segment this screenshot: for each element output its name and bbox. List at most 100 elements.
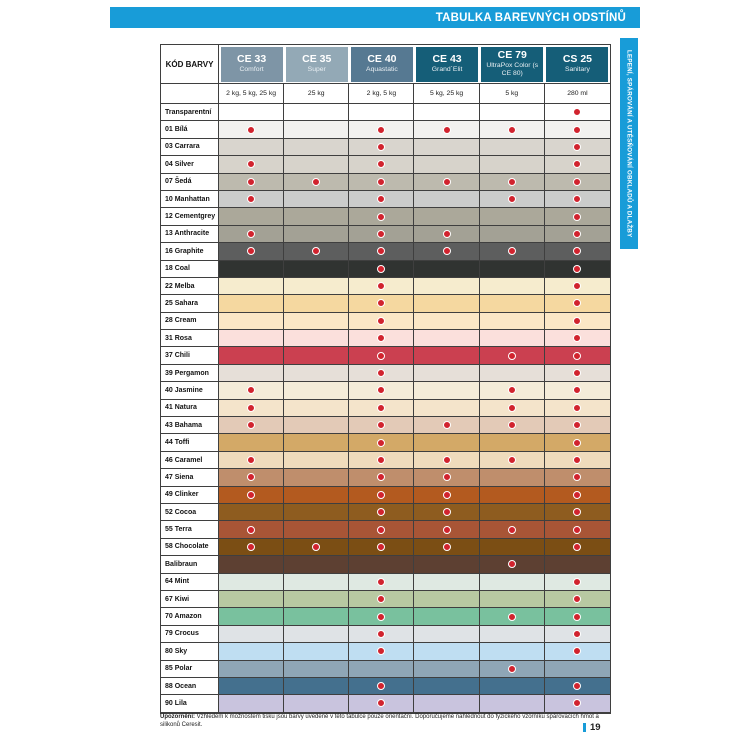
color-swatch-cell (349, 208, 415, 226)
availability-dot (442, 125, 451, 134)
color-swatch-cell (284, 417, 350, 435)
availability-dot (507, 456, 516, 464)
color-row-label: 12 Cementgrey (161, 208, 219, 226)
availability-dot (573, 699, 582, 708)
color-swatch-cell (544, 556, 610, 574)
color-swatch-cell (479, 486, 545, 504)
availability-dot (247, 542, 256, 551)
availability-dot (247, 160, 256, 169)
color-swatch-cell (544, 277, 610, 296)
availability-dot (247, 177, 256, 186)
color-swatch-cell (479, 173, 545, 191)
color-swatch-cell (544, 573, 610, 591)
color-row-label: 16 Graphite (161, 243, 219, 261)
color-swatch-cell (414, 121, 480, 139)
availability-dot (377, 473, 386, 482)
color-swatch-cell (414, 608, 480, 626)
packaging-cell: 25 kg (284, 84, 350, 104)
color-swatch-cell (219, 608, 285, 626)
availability-dot (247, 456, 256, 464)
color-swatch-cell (349, 156, 415, 174)
color-swatch-cell (219, 695, 285, 713)
color-row-label: 88 Ocean (161, 677, 219, 696)
color-swatch-cell (284, 104, 350, 122)
color-swatch-cell (544, 608, 610, 626)
color-row-label: 55 Terra (161, 521, 219, 539)
availability-dot (507, 560, 516, 569)
color-swatch-cell (414, 312, 480, 331)
availability-dot (442, 542, 451, 551)
availability-dot (573, 403, 582, 412)
color-swatch-cell (219, 677, 285, 696)
color-swatch-cell (284, 225, 350, 244)
availability-dot (377, 229, 386, 238)
color-swatch-cell (349, 382, 415, 400)
availability-dot (377, 577, 386, 586)
color-row-label: 90 Lila (161, 695, 219, 713)
column-header-cs25: CS 25 Sanitary (544, 45, 610, 84)
top-title-bar: TABULKA BAREVNÝCH ODSTÍNŮ (110, 7, 640, 28)
color-swatch-cell (414, 399, 480, 418)
availability-dot (573, 142, 582, 151)
page-title: TABULKA BAREVNÝCH ODSTÍNŮ (435, 11, 626, 24)
availability-dot (442, 490, 451, 499)
color-row-label: 64 Mint (161, 573, 219, 591)
color-swatch-cell (544, 330, 610, 348)
color-swatch-cell (284, 243, 350, 261)
availability-dot (507, 612, 516, 621)
color-row-label: 43 Bahama (161, 417, 219, 435)
color-row-label: 70 Amazon (161, 608, 219, 626)
color-swatch-cell (349, 225, 415, 244)
availability-dot (507, 351, 516, 360)
packaging-cell: 5 kg, 25 kg (414, 84, 480, 104)
availability-dot (377, 595, 386, 604)
color-swatch-cell (349, 486, 415, 504)
color-swatch-cell (544, 503, 610, 522)
availability-dot (377, 142, 386, 151)
packaging-cell: 280 ml (544, 84, 610, 104)
color-swatch-cell (479, 451, 545, 470)
availability-dot (573, 682, 582, 691)
color-swatch-cell (414, 469, 480, 487)
color-swatch-cell (349, 521, 415, 539)
color-swatch-cell (349, 695, 415, 713)
color-swatch-cell (414, 208, 480, 226)
color-swatch-cell (479, 417, 545, 435)
color-swatch-cell (284, 643, 350, 661)
color-row-label: 03 Carrara (161, 138, 219, 157)
product-code: CE 79 (497, 49, 527, 62)
color-swatch-cell (414, 660, 480, 678)
availability-dot (247, 247, 256, 256)
color-swatch-cell (544, 243, 610, 261)
color-swatch-cell (414, 643, 480, 661)
color-swatch-cell (284, 625, 350, 644)
color-swatch-cell (544, 104, 610, 122)
color-swatch-cell (544, 382, 610, 400)
color-swatch-cell (479, 138, 545, 157)
color-row-label: 40 Jasmine (161, 382, 219, 400)
availability-dot (442, 229, 451, 238)
color-swatch-cell (414, 677, 480, 696)
color-swatch-cell (349, 295, 415, 313)
availability-dot (442, 508, 451, 517)
color-swatch-cell (219, 451, 285, 470)
column-header-fill: CS 25 Sanitary (546, 46, 609, 82)
color-swatch-cell (219, 277, 285, 296)
color-swatch-cell (414, 173, 480, 191)
color-swatch-cell (479, 660, 545, 678)
color-swatch-cell (479, 382, 545, 400)
availability-dot (573, 334, 582, 343)
availability-dot (377, 195, 386, 204)
color-swatch-cell (349, 573, 415, 591)
color-swatch-cell (479, 469, 545, 487)
color-swatch-cell (414, 190, 480, 209)
color-row-label: 13 Anthracite (161, 225, 219, 244)
color-swatch-cell (219, 364, 285, 383)
color-swatch-cell (544, 399, 610, 418)
color-swatch-cell (349, 451, 415, 470)
color-swatch-cell (284, 156, 350, 174)
availability-dot (573, 612, 582, 621)
color-swatch-cell (544, 677, 610, 696)
availability-dot (573, 577, 582, 586)
color-swatch-cell (219, 486, 285, 504)
